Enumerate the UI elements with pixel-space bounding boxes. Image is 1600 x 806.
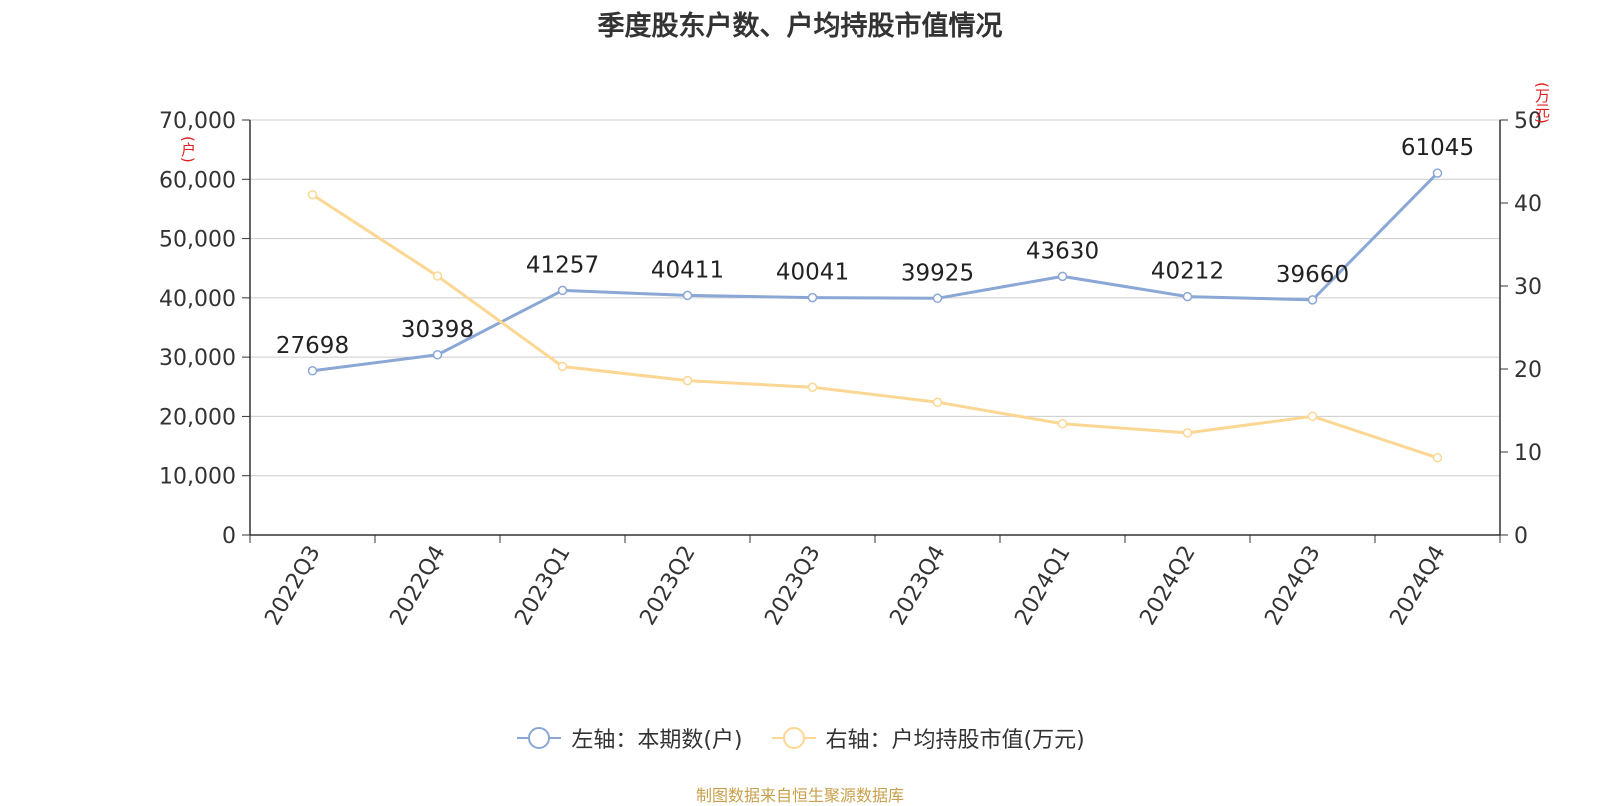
x-axis-category-label: 2022Q4 — [385, 542, 450, 630]
x-axis-category-label: 2024Q2 — [1135, 542, 1200, 630]
x-axis-category-label: 2024Q4 — [1385, 542, 1450, 630]
left-axis-tick-label: 20,000 — [159, 405, 236, 430]
legend-marker-right-icon — [771, 727, 816, 749]
legend-item-right[interactable]: 右轴：户均持股市值(万元) — [770, 722, 1085, 754]
data-label: 40212 — [1151, 259, 1224, 285]
series-point-1 — [1307, 411, 1318, 422]
series-point-0 — [1432, 168, 1443, 178]
left-axis-tick-label: 40,000 — [159, 287, 236, 312]
series-point-0 — [557, 285, 568, 296]
right-axis-unit: (万元) — [1533, 82, 1551, 124]
legend-label-left: 左轴：本期数(户) — [571, 728, 743, 753]
series-point-0 — [1057, 271, 1068, 282]
left-axis-unit: (户) — [179, 136, 197, 163]
data-label: 43630 — [1026, 238, 1099, 264]
series-point-0 — [682, 290, 693, 301]
x-axis-category-label: 2022Q3 — [260, 542, 325, 630]
series-point-1 — [307, 189, 318, 200]
x-axis-category-label: 2024Q1 — [1010, 542, 1075, 630]
data-label: 30398 — [401, 317, 474, 343]
right-axis-tick-label: 10 — [1514, 441, 1542, 466]
data-label: 40041 — [776, 260, 849, 286]
x-axis-category-label: 2023Q4 — [885, 542, 950, 630]
left-axis-tick-label: 0 — [222, 524, 236, 549]
left-axis-tick-label: 30,000 — [159, 346, 236, 371]
source-note: 制图数据来自恒生聚源数据库 — [695, 786, 904, 805]
right-axis-tick-label: 30 — [1514, 275, 1542, 300]
legend-item-left[interactable]: 左轴：本期数(户) — [515, 722, 743, 754]
left-axis-tick-label: 10,000 — [159, 465, 236, 490]
right-axis-tick-label: 40 — [1514, 192, 1542, 217]
left-axis-tick-label: 60,000 — [159, 168, 236, 193]
x-axis-category-label: 2024Q3 — [1260, 542, 1325, 630]
data-label: 39925 — [901, 260, 974, 286]
legend-label-right: 右轴：户均持股市值(万元) — [825, 728, 1085, 753]
series-point-0 — [1307, 295, 1318, 305]
x-axis-category-label: 2023Q2 — [635, 542, 700, 630]
data-label: 41257 — [526, 252, 599, 278]
right-axis-tick-label: 0 — [1514, 524, 1528, 549]
series-point-0 — [932, 293, 943, 304]
series-point-0 — [307, 366, 318, 376]
series-point-0 — [432, 350, 443, 360]
series-point-1 — [1057, 419, 1068, 429]
series-point-0 — [1182, 291, 1193, 302]
legend-marker-left-icon — [517, 727, 562, 749]
data-label: 40411 — [651, 257, 724, 283]
data-label: 27698 — [276, 333, 349, 359]
right-axis-tick-label: 50 — [1514, 109, 1542, 134]
series-point-1 — [432, 271, 443, 281]
series-point-1 — [1432, 453, 1443, 463]
series-point-1 — [932, 397, 943, 407]
series-point-1 — [557, 361, 568, 372]
legend: 左轴：本期数(户) 右轴：户均持股市值(万元) — [0, 722, 1600, 756]
data-label: 39660 — [1276, 262, 1349, 288]
x-axis-category-label: 2023Q3 — [760, 542, 825, 630]
x-axis-category-label: 2023Q1 — [510, 542, 575, 630]
series-point-1 — [682, 375, 693, 386]
right-axis-tick-label: 20 — [1514, 358, 1542, 383]
series-line-1 — [311, 193, 1438, 460]
left-axis-tick-label: 50,000 — [159, 228, 236, 253]
series-point-1 — [1182, 428, 1193, 438]
series-line-0 — [312, 172, 1439, 373]
left-axis-tick-label: 70,000 — [159, 109, 236, 134]
data-label: 61045 — [1401, 135, 1474, 161]
series-point-1 — [807, 382, 818, 393]
chart-title: 季度股东户数、户均持股市值情况 — [597, 11, 1003, 42]
series-point-0 — [807, 292, 818, 303]
